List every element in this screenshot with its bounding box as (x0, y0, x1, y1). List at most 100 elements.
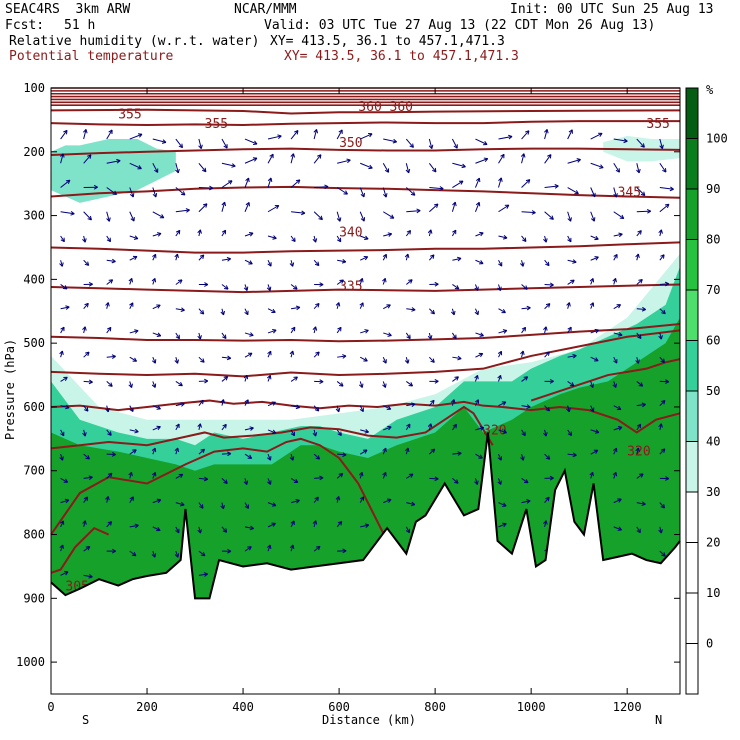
wind-vector (290, 350, 294, 358)
wind-arrowhead (293, 285, 298, 290)
wind-vector (590, 132, 603, 140)
wind-vector (659, 356, 665, 363)
wind-arrowhead (520, 262, 525, 267)
wind-vector (498, 308, 506, 314)
wind-arrowhead (636, 528, 641, 534)
colorbar-label: 60 (706, 334, 720, 348)
wind-arrowhead (199, 504, 204, 509)
wind-arrowhead (59, 544, 64, 550)
wind-arrowhead (617, 526, 623, 531)
wind-vector (613, 447, 617, 455)
wind-vector (152, 356, 156, 364)
wind-vector (313, 545, 321, 552)
wind-vector (83, 546, 91, 552)
theta-label-360-14: 360 (358, 100, 381, 115)
wind-vector (613, 356, 618, 364)
wind-vector (198, 138, 202, 149)
theta-contour-345-9 (50, 185, 681, 199)
wind-vector (498, 177, 502, 188)
wind-arrowhead (60, 237, 65, 243)
wind-arrowhead (452, 334, 457, 340)
wind-arrowhead (411, 402, 416, 407)
wind-arrowhead (82, 326, 87, 331)
wind-arrowhead (640, 191, 646, 197)
wind-arrowhead (134, 428, 139, 434)
wind-vector (83, 129, 87, 140)
wind-vector (60, 520, 64, 528)
model-name: SEAC4RS 3km ARW (5, 2, 131, 17)
wind-arrowhead (243, 286, 249, 291)
wind-arrowhead (227, 180, 233, 185)
wind-arrowhead (520, 456, 525, 461)
wind-vector (383, 138, 397, 143)
wind-vector (267, 544, 271, 552)
colorbar-swatch (686, 138, 698, 189)
wind-vector (521, 307, 531, 310)
wind-arrowhead (156, 425, 161, 431)
wind-arrowhead (504, 204, 510, 209)
wind-vector (336, 405, 340, 412)
wind-arrowhead (384, 168, 390, 173)
wind-vector (359, 302, 364, 309)
wind-vector (175, 381, 183, 387)
wind-vector (106, 160, 121, 164)
wind-arrowhead (319, 379, 324, 384)
wind-vector (336, 235, 342, 243)
wind-arrowhead (131, 551, 137, 557)
wind-arrowhead (567, 237, 572, 243)
wind-arrowhead (549, 215, 554, 220)
wind-arrowhead (404, 253, 410, 259)
wind-arrowhead (661, 309, 666, 315)
wind-vector (567, 405, 570, 412)
wind-arrowhead (635, 447, 640, 452)
wind-vector (659, 526, 662, 534)
wind-vector (221, 162, 236, 167)
wind-vector (106, 327, 112, 334)
wind-arrowhead (221, 201, 227, 207)
wind-vector (659, 254, 665, 261)
wind-arrowhead (589, 278, 595, 283)
colorbar-label: 30 (706, 485, 720, 499)
wind-vector (313, 351, 320, 358)
wind-vector (60, 350, 63, 358)
wind-arrowhead (105, 407, 110, 413)
wind-arrowhead (640, 143, 645, 148)
wind-vector (267, 235, 277, 239)
wind-vector (106, 381, 113, 387)
wind-vector (106, 521, 112, 528)
wind-vector (452, 478, 459, 484)
wind-arrowhead (639, 473, 644, 478)
wind-arrowhead (198, 144, 203, 150)
wind-vector (382, 381, 386, 388)
theta-contour-320-3 (50, 399, 681, 434)
wind-vector (290, 306, 300, 310)
wind-vector (337, 355, 347, 358)
wind-arrowhead (319, 475, 324, 481)
wind-vector (83, 429, 86, 437)
wind-arrowhead (572, 259, 577, 264)
wind-arrowhead (204, 378, 209, 384)
wind-vector (359, 449, 368, 455)
wind-arrowhead (572, 353, 577, 359)
wind-arrowhead (174, 553, 180, 558)
wind-arrowhead (337, 326, 342, 332)
wind-vector (244, 202, 250, 212)
colorbar-swatch (686, 391, 698, 442)
wind-arrowhead (453, 144, 458, 149)
wind-vector (406, 308, 416, 311)
x-tick-label: 1000 (517, 700, 546, 714)
wind-vector (83, 476, 93, 479)
wind-vector (175, 308, 185, 311)
wind-arrowhead (544, 129, 549, 134)
wind-vector (659, 203, 670, 213)
wind-vector (221, 424, 227, 431)
wind-arrowhead (543, 326, 548, 331)
wind-arrowhead (315, 545, 321, 551)
wind-arrowhead (197, 423, 202, 428)
wind-vector (359, 211, 365, 222)
wind-vector (659, 308, 666, 315)
wind-arrowhead (209, 185, 214, 191)
wind-arrowhead (406, 334, 411, 340)
wind-vector (106, 279, 113, 285)
wind-arrowhead (178, 279, 183, 284)
